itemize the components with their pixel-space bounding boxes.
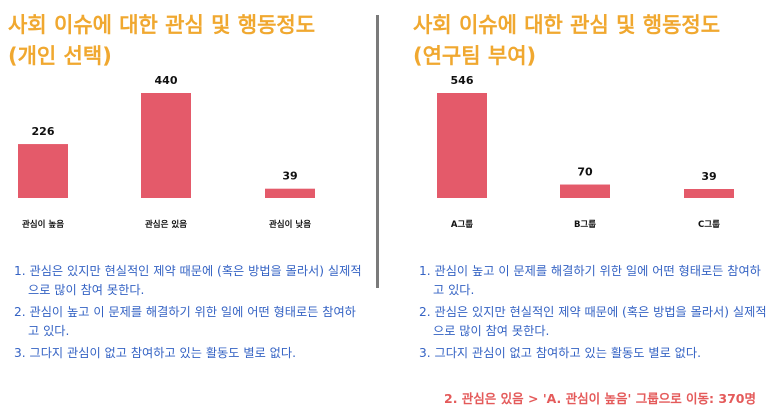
left-panel: 사회 이슈에 대한 관심 및 행동정도 (개인 선택) 226 관심이 높음 440… (0, 0, 362, 419)
right-notes-list: 1. 관심이 높고 이 문제를 해결하기 위한 일에 어떤 형태로든 참여하고 … (419, 262, 766, 366)
right-bar-1 (437, 93, 487, 198)
right-category-label: C그룹 (698, 219, 720, 230)
left-bar-chart: 226 관심이 높음 440 관심은 있음 39 관심이 낮음 (18, 74, 315, 230)
left-note-item: 3. 그다지 관심이 없고 참여하고 있는 활동도 별로 없다. (14, 346, 296, 360)
left-category-label: 관심이 높음 (22, 219, 64, 230)
group-move-callout: 2. 관심은 있음 > 'A. 관심이 높음' 그룹으로 이동: 370명 (444, 391, 756, 406)
left-note-item: 1. 관심은 있지만 현실적인 제약 때문에 (혹은 방법을 몰라서) 실제적으… (14, 264, 362, 297)
right-category-label: B그룹 (574, 219, 596, 230)
right-panel: 사회 이슈에 대한 관심 및 행동정도 (연구팀 부여) 546 A그룹 70 B그룹… (405, 0, 766, 419)
left-notes-list: 1. 관심은 있지만 현실적인 제약 때문에 (혹은 방법을 몰라서) 실제적으… (14, 262, 364, 366)
left-panel-title: 사회 이슈에 대한 관심 및 행동정도 (개인 선택) (8, 13, 316, 68)
left-bar-value-label: 39 (282, 170, 297, 183)
right-bar-chart: 546 A그룹 70 B그룹 39 C그룹 (437, 74, 734, 230)
left-category-label: 관심은 있음 (145, 219, 187, 230)
left-category-label: 관심이 낮음 (269, 219, 311, 230)
right-bar-value-label: 546 (451, 74, 474, 87)
left-note-item: 2. 관심이 높고 이 문제를 해결하기 위한 일에 어떤 형태로든 참여하고 … (14, 305, 356, 338)
left-bar-value-label: 440 (155, 74, 178, 87)
left-bar-2 (141, 93, 191, 198)
right-panel-title: 사회 이슈에 대한 관심 및 행동정도 (연구팀 부여) (413, 13, 721, 68)
panel-divider (376, 15, 379, 288)
left-bar-3 (265, 188, 315, 198)
right-note-item: 3. 그다지 관심이 없고 참여하고 있는 활동도 별로 없다. (419, 346, 701, 360)
left-bar-value-label: 226 (32, 125, 55, 138)
right-note-item: 2. 관심은 있지만 현실적인 제약 때문에 (혹은 방법을 몰라서) 실제적으… (419, 305, 766, 338)
left-bar-1 (18, 144, 68, 198)
right-category-label: A그룹 (451, 219, 473, 230)
right-bar-2 (560, 184, 610, 198)
right-bar-value-label: 39 (701, 170, 716, 183)
right-bar-3 (684, 189, 734, 198)
right-note-item: 1. 관심이 높고 이 문제를 해결하기 위한 일에 어떤 형태로든 참여하고 … (419, 264, 761, 297)
right-bar-value-label: 70 (577, 166, 593, 179)
